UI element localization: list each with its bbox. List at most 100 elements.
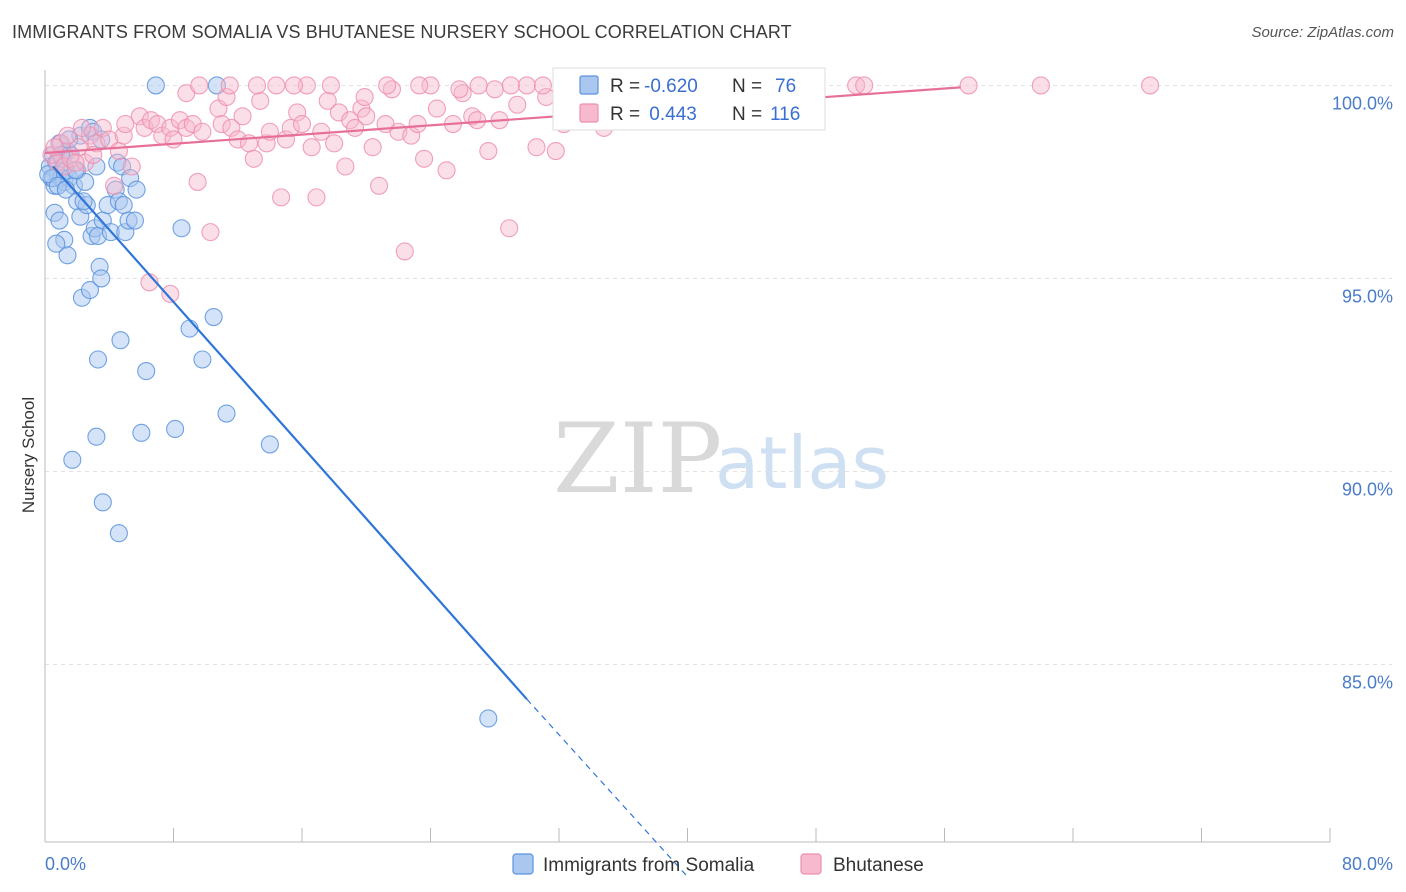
bhutanese-point xyxy=(272,188,291,207)
somalia-point xyxy=(260,435,279,454)
bhutanese-point xyxy=(378,76,397,95)
bhutanese-point xyxy=(370,176,389,195)
bhutanese-point xyxy=(297,76,316,95)
stats-legend: R = -0.620 N = 76 R = 0.443 N = 116 xyxy=(552,67,826,131)
legend-r-label-pink: R = xyxy=(610,104,640,125)
bhutanese-point xyxy=(284,76,304,95)
somalia-point xyxy=(66,161,85,180)
bhutanese-point xyxy=(357,107,376,126)
data-points xyxy=(39,76,1160,728)
somalia-point xyxy=(58,246,77,265)
bhutanese-point xyxy=(292,114,312,134)
somalia-point xyxy=(111,331,130,350)
gridlines xyxy=(45,84,1392,665)
legend-n-value-pink: 116 xyxy=(770,104,800,125)
somalia-point xyxy=(137,362,156,381)
bhutanese-point xyxy=(363,138,382,157)
bhutanese-point xyxy=(233,107,252,126)
somalia-trend-line xyxy=(52,165,528,700)
somalia-point xyxy=(193,350,212,369)
bhutanese-point xyxy=(500,219,519,238)
bhutanese-point xyxy=(109,142,128,161)
bhutanese-point xyxy=(468,111,487,130)
bhutanese-point xyxy=(251,91,270,110)
bhutanese-point xyxy=(244,149,263,168)
legend-r-label-blue: R = xyxy=(610,76,640,97)
bhutanese-point xyxy=(114,126,133,145)
somalia-point xyxy=(125,211,144,230)
somalia-point xyxy=(87,157,106,176)
bhutanese-point xyxy=(485,80,504,99)
bhutanese-point xyxy=(190,76,209,95)
bhutanese-point xyxy=(479,142,498,161)
bhutanese-point xyxy=(72,118,91,137)
bhutanese-point xyxy=(212,114,231,134)
x-tick-label: 80.0% xyxy=(1342,854,1393,874)
bhutanese-point xyxy=(355,87,374,107)
somalia-point xyxy=(172,219,191,238)
y-tick-label: 90.0% xyxy=(1342,479,1393,499)
y-tick-label: 100.0% xyxy=(1332,93,1393,113)
bhutanese-point xyxy=(257,134,276,153)
bhutanese-point xyxy=(321,76,340,95)
y-tick-label: 95.0% xyxy=(1342,286,1393,306)
watermark-atlas: atlas xyxy=(715,421,889,505)
bhutanese-point xyxy=(410,76,429,95)
bottom-legend-swatch-somalia xyxy=(512,853,534,875)
legend-swatch-pink xyxy=(579,103,599,123)
x-tick-labels: 0.0% 80.0% xyxy=(45,854,1393,874)
somalia-point xyxy=(479,709,498,728)
somalia-point xyxy=(127,180,146,199)
bhutanese-point xyxy=(58,126,77,145)
bhutanese-point xyxy=(188,172,207,191)
legend-n-value-blue: 76 xyxy=(775,76,796,97)
somalia-point xyxy=(63,450,82,469)
bhutanese-point xyxy=(336,157,355,176)
bhutanese-point xyxy=(395,242,414,261)
bhutanese-point xyxy=(469,76,488,95)
somalia-point xyxy=(39,165,58,184)
bottom-legend-label-somalia: Immigrants from Somalia xyxy=(543,855,755,876)
bhutanese-point xyxy=(959,76,978,95)
bhutanese-point xyxy=(855,76,874,95)
somalia-point xyxy=(47,234,66,253)
bhutanese-point xyxy=(183,114,202,134)
bhutanese-point xyxy=(302,138,321,157)
somalia-point xyxy=(87,427,106,446)
legend-r-value-pink: 0.443 xyxy=(644,104,697,125)
somalia-point xyxy=(93,493,112,512)
bhutanese-point xyxy=(546,142,565,161)
somalia-trend-extension xyxy=(526,698,688,878)
bhutanese-point xyxy=(247,76,267,95)
bhutanese-point xyxy=(408,114,427,134)
bottom-legend: Immigrants from Somalia Bhutanese xyxy=(512,853,924,876)
bhutanese-point xyxy=(415,149,434,168)
bhutanese-point xyxy=(517,76,536,95)
axes xyxy=(44,70,1331,843)
bhutanese-point xyxy=(217,87,236,107)
bhutanese-point xyxy=(427,99,446,118)
somalia-point xyxy=(114,196,133,215)
somalia-point xyxy=(217,404,236,423)
bhutanese-point xyxy=(130,107,149,126)
bhutanese-point xyxy=(533,76,552,95)
legend-swatch-blue xyxy=(579,75,599,95)
bhutanese-point xyxy=(161,284,180,303)
bhutanese-point xyxy=(288,103,307,122)
bhutanese-point xyxy=(307,188,326,207)
bhutanese-point xyxy=(66,153,85,172)
bhutanese-point xyxy=(1031,76,1050,95)
somalia-point xyxy=(132,423,151,442)
y-tick-labels: 100.0% 95.0% 90.0% 85.0% xyxy=(1332,93,1393,692)
bhutanese-point xyxy=(122,157,141,176)
bottom-legend-swatch-bhutanese xyxy=(800,853,822,875)
somalia-point xyxy=(204,307,223,327)
bhutanese-point xyxy=(105,176,124,195)
bhutanese-point xyxy=(527,138,546,157)
somalia-point xyxy=(180,319,199,338)
bhutanese-point xyxy=(220,76,239,95)
bhutanese-point xyxy=(508,95,527,114)
bhutanese-point xyxy=(318,91,337,110)
somalia-point xyxy=(166,419,185,439)
somalia-point xyxy=(207,76,226,95)
